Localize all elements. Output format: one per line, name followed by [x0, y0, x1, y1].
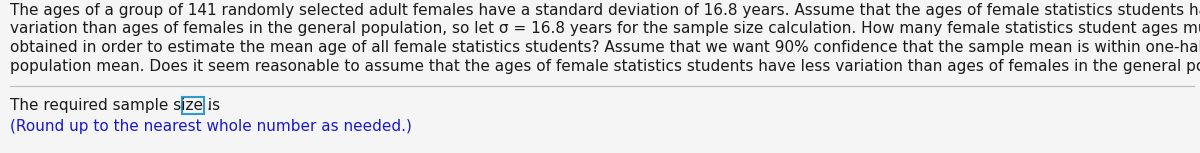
Text: The required sample size is: The required sample size is	[10, 98, 226, 113]
FancyBboxPatch shape	[182, 97, 204, 114]
Text: variation than ages of females in the general population, so let σ = 16.8 years : variation than ages of females in the ge…	[10, 22, 1200, 37]
Text: obtained in order to estimate the mean age of all female statistics students? As: obtained in order to estimate the mean a…	[10, 40, 1200, 55]
Text: (Round up to the nearest whole number as needed.): (Round up to the nearest whole number as…	[10, 119, 412, 134]
Text: The ages of a group of 141 randomly selected adult females have a standard devia: The ages of a group of 141 randomly sele…	[10, 3, 1200, 18]
Text: .: .	[206, 98, 211, 113]
Text: population mean. Does it seem reasonable to assume that the ages of female stati: population mean. Does it seem reasonable…	[10, 58, 1200, 73]
